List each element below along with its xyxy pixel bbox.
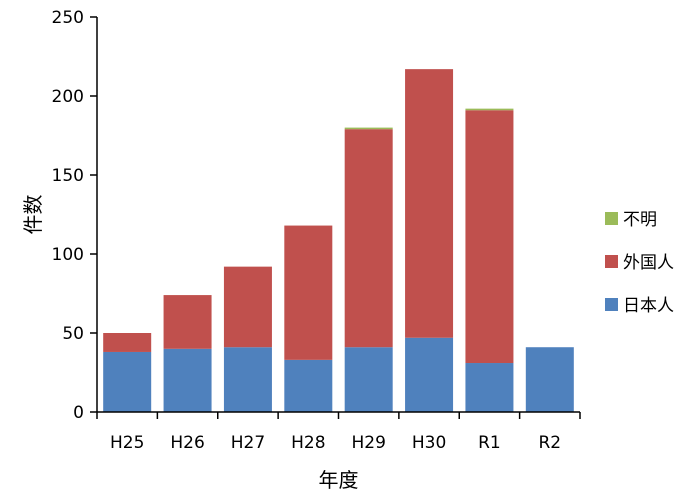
bar-segment xyxy=(284,359,333,412)
x-axis-ticks: H25 H26 H27 H28 H29 H30 R1 R2 xyxy=(96,412,581,453)
bar-segment xyxy=(344,127,393,130)
y-tick-label: 0 xyxy=(73,403,84,423)
bar-segment xyxy=(405,69,454,338)
bar-segment xyxy=(163,295,212,349)
x-tick-label: H25 xyxy=(110,433,144,453)
bar-segment xyxy=(344,129,393,348)
legend-label: 外国人 xyxy=(623,253,674,273)
bar-segment xyxy=(223,266,272,348)
y-tick-label: 150 xyxy=(52,166,84,186)
bar-segment xyxy=(465,110,514,364)
x-tick-label: R1 xyxy=(478,433,501,453)
x-tick-label: H26 xyxy=(170,433,204,453)
y-axis-title: 件数 xyxy=(21,195,45,235)
bars xyxy=(103,69,574,412)
bar-segment xyxy=(405,337,454,412)
y-tick-label: 200 xyxy=(52,87,84,107)
bar-segment xyxy=(284,225,333,360)
legend-label: 不明 xyxy=(623,210,657,230)
x-tick-label: H27 xyxy=(231,433,265,453)
bar-segment xyxy=(103,333,152,352)
x-tick-label: H29 xyxy=(351,433,385,453)
bar-segment xyxy=(223,347,272,412)
bar-segment xyxy=(163,348,212,412)
x-tick-label: R2 xyxy=(538,433,561,453)
legend-swatch xyxy=(605,255,618,268)
y-tick-label: 100 xyxy=(52,245,84,265)
legend-label: 日本人 xyxy=(623,296,674,316)
x-axis-title: 年度 xyxy=(319,468,359,492)
bar-segment xyxy=(465,363,514,412)
bar-segment xyxy=(465,108,514,111)
x-tick-label: H30 xyxy=(412,433,446,453)
legend-swatch xyxy=(605,212,618,225)
bar-segment xyxy=(103,351,152,412)
y-tick-label: 50 xyxy=(62,324,84,344)
y-tick-label: 250 xyxy=(52,8,84,28)
bar-segment xyxy=(525,347,574,412)
legend-swatch xyxy=(605,298,618,311)
bar-segment xyxy=(344,347,393,412)
y-axis-ticks: 0 50 100 150 200 250 xyxy=(52,8,97,423)
x-tick-label: H28 xyxy=(291,433,325,453)
